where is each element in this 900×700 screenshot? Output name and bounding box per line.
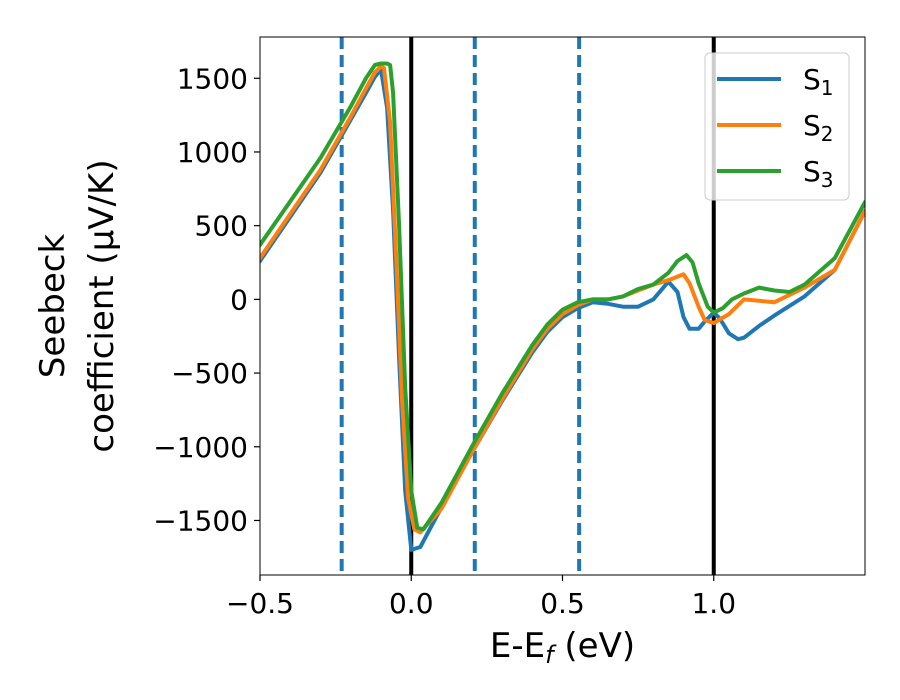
x-tick-label: 1.0 bbox=[691, 587, 736, 620]
x-axis: −0.5 0.0 0.5 1.0 bbox=[226, 575, 736, 620]
y-tick-label: 1500 bbox=[177, 62, 248, 95]
y-tick-label: −1500 bbox=[153, 504, 248, 537]
y-axis: −1500 −1000 −500 0 500 1000 1500 bbox=[153, 62, 260, 537]
x-axis-title-unit: (eV) bbox=[554, 626, 636, 666]
x-tick-label: −0.5 bbox=[226, 587, 294, 620]
y-tick-label: 0 bbox=[230, 283, 248, 316]
y-tick-label: 1000 bbox=[177, 136, 248, 169]
x-tick-label: 0.5 bbox=[540, 587, 585, 620]
y-axis-title-line2: coefficient (μV/K) bbox=[82, 159, 122, 452]
y-axis-title-line1: Seebeck bbox=[33, 234, 73, 379]
y-tick-label: −1000 bbox=[153, 431, 248, 464]
y-tick-label: 500 bbox=[195, 210, 248, 243]
x-tick-label: 0.0 bbox=[389, 587, 434, 620]
legend-label-S1: S1 bbox=[803, 63, 834, 100]
x-axis-title-main: E-E bbox=[490, 626, 545, 666]
y-tick-label: −500 bbox=[171, 357, 248, 390]
legend-label-S2: S2 bbox=[803, 109, 834, 146]
legend-label-S3: S3 bbox=[803, 155, 834, 192]
legend: S1 S2 S3 bbox=[704, 52, 850, 201]
x-axis-title: E-Ef (eV) bbox=[490, 626, 635, 669]
series-line-S3 bbox=[260, 61, 865, 532]
series-line-S2 bbox=[260, 64, 865, 535]
